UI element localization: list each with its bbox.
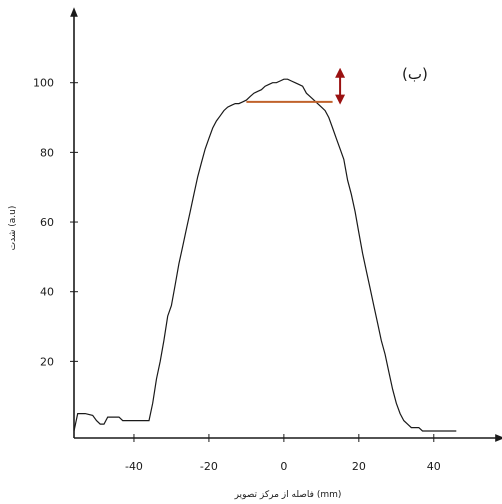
series-line-intensity-profile — [73, 78, 457, 432]
x-ticks: -40 -20 0 20 40 — [125, 434, 441, 473]
x-tick-label: 40 — [427, 460, 441, 473]
x-tick-label: 0 — [280, 460, 287, 473]
x-tick-label: 20 — [352, 460, 366, 473]
y-tick-label: 40 — [40, 286, 54, 299]
x-tick-label: -40 — [125, 460, 143, 473]
y-tick-label: 80 — [40, 146, 54, 159]
y-tick-label: 20 — [40, 355, 54, 368]
panel-label: (ب) — [402, 65, 428, 83]
x-tick-label: -20 — [200, 460, 218, 473]
y-axis-title: شدت (a.u) — [8, 206, 18, 251]
x-axis-title: فاصله از مرکز تصویر (mm) — [234, 490, 342, 500]
y-tick-label: 100 — [33, 77, 54, 90]
y-ticks: 20 40 60 80 100 — [33, 77, 78, 368]
y-tick-label: 60 — [40, 216, 54, 229]
